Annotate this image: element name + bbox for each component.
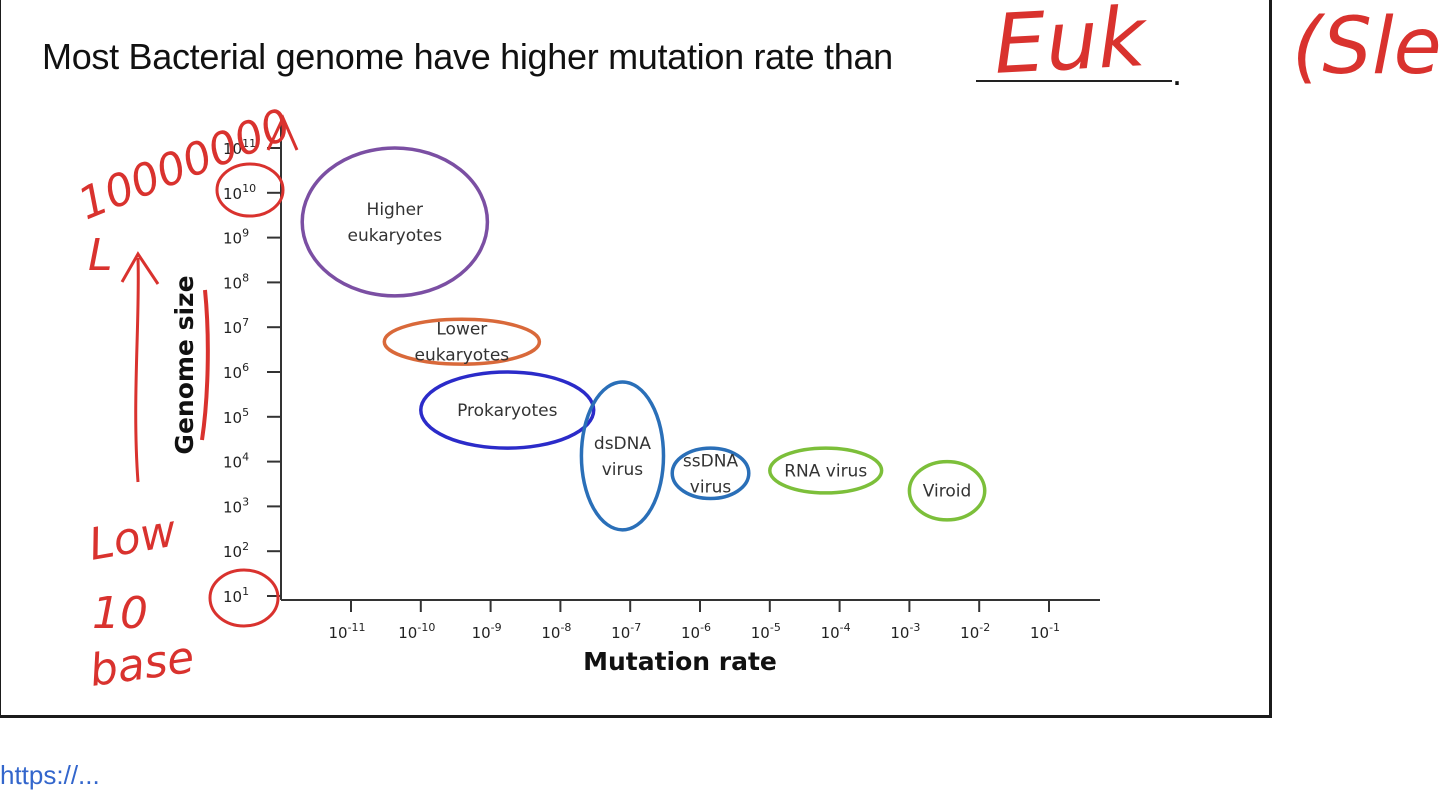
x-tick-label: 10-1	[1030, 621, 1060, 642]
x-tick-label: 10-10	[398, 621, 435, 642]
group-higher-eukaryotes	[300, 146, 490, 298]
x-tick-label: 10-5	[751, 621, 781, 642]
y-tick-label: 104	[223, 451, 249, 472]
group-lower-eukaryotes	[382, 317, 542, 366]
chart-axes: 10-11 10-10 10-9 10-8 10-7 10-6 10-5 10-4 10-3 10…	[223, 120, 1100, 642]
y-tick-label: 101	[223, 585, 249, 606]
group-label-lower-eukaryotes: Lower	[436, 320, 487, 340]
x-tick-label: 10-9	[472, 621, 502, 642]
x-tick-label: 10-11	[328, 621, 365, 642]
group-label-viroid: Viroid	[923, 482, 972, 502]
x-tick-label: 10-2	[960, 621, 990, 642]
y-tick-label: 1011	[223, 137, 256, 158]
x-tick-label: 10-7	[611, 621, 641, 642]
y-tick-label: 109	[223, 227, 249, 248]
x-axis-title: Mutation rate	[583, 647, 777, 676]
y-tick-label: 102	[223, 540, 249, 561]
x-tick-label: 10-8	[541, 621, 571, 642]
group-dsdna-virus	[579, 380, 666, 532]
group-label-dsdna-virus: virus	[602, 460, 644, 480]
x-tick-label: 10-6	[681, 621, 711, 642]
annotation-arrow-shaft	[134, 257, 140, 483]
annotation-low: Low	[85, 505, 181, 571]
x-tick-label: 10-4	[821, 621, 851, 642]
margin-note: (Sle	[1292, 2, 1440, 92]
annotation-axis-arrow-head	[266, 114, 299, 151]
group-label-prokaryotes: Prokaryotes	[457, 401, 558, 421]
annotation-circle-top-tick	[215, 162, 285, 218]
annotation-top-unit: L	[88, 230, 113, 281]
y-tick-label: 1010	[223, 182, 256, 203]
y-tick-label: 108	[223, 271, 249, 292]
y-tick-label: 106	[223, 361, 249, 382]
chart-groups: Higher eukaryotes Lower eukaryotes Prokaryot…	[300, 146, 987, 532]
answer-blank	[976, 80, 1172, 82]
group-prokaryotes	[419, 370, 596, 450]
group-ssdna-virus	[670, 446, 751, 501]
group-label-ssdna-virus: ssDNA	[683, 451, 739, 471]
annotation-underline	[200, 289, 210, 441]
annotation-base: base	[86, 632, 197, 697]
group-label-ssdna-virus: virus	[690, 477, 732, 497]
group-label-rna-virus: RNA virus	[784, 462, 867, 482]
question-text: Most Bacterial genome have higher mutati…	[42, 36, 893, 77]
annotation-circle-bottom-tick	[208, 568, 280, 628]
group-label-higher-eukaryotes: eukaryotes	[347, 226, 442, 246]
group-label-lower-eukaryotes: eukaryotes	[415, 346, 510, 366]
annotation-arrow-head	[120, 251, 160, 285]
x-tick-label: 10-3	[890, 621, 920, 642]
y-tick-label: 105	[223, 406, 249, 427]
group-viroid	[907, 459, 987, 522]
question-period: .	[1172, 52, 1183, 93]
group-label-dsdna-virus: dsDNA	[594, 434, 651, 454]
y-tick-label: 103	[223, 495, 249, 516]
annotation-ten: 10	[92, 588, 148, 639]
y-tick-label: 107	[223, 316, 249, 337]
annotation-top-number: 10000000	[71, 99, 298, 230]
slide-frame	[0, 0, 1272, 718]
group-label-higher-eukaryotes: Higher	[367, 200, 424, 220]
y-axis-title: Genome size	[170, 275, 199, 454]
group-rna-virus	[768, 446, 884, 495]
